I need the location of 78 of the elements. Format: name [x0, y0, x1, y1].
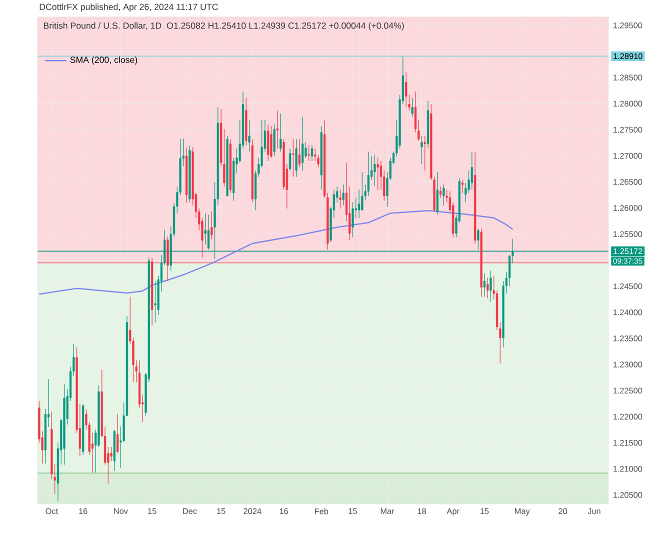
candlestick [405, 72, 408, 108]
y-tick-label: 1.26500 [613, 178, 642, 185]
x-tick-label: Jun [588, 508, 600, 514]
candlestick [352, 202, 354, 238]
candlestick [470, 151, 473, 190]
text: DCottlrFX published, Apr 26, 2024 11:17 UTC [40, 3, 218, 12]
x-tick-label: 16 [79, 508, 88, 514]
ref-line-label: 1.28910 [614, 53, 642, 59]
x-tick-label: 16 [280, 508, 288, 514]
candlestick [310, 144, 314, 162]
y-tick-label: 1.22000 [613, 414, 642, 420]
candlestick [270, 126, 272, 158]
candlestick [339, 189, 342, 209]
x-tick-label: 2024 [244, 508, 262, 514]
candlestick [358, 189, 360, 218]
legend-label: SMA (200, close) [70, 56, 138, 64]
x-tick-label: 15 [217, 508, 226, 514]
candlestick [440, 186, 442, 198]
y-tick-label: 1.28000 [613, 100, 642, 106]
text: British Pound / U.S. Dollar, 1D [44, 22, 162, 30]
x-tick-label: 15 [348, 508, 357, 514]
y-tick-label: 1.23500 [613, 335, 642, 342]
candlestick [273, 124, 276, 156]
ref-line-label: 1.25172 [614, 248, 642, 254]
candlestick [442, 184, 445, 206]
x-tick-label: Feb [315, 508, 328, 514]
candlestick [276, 110, 279, 149]
candlestick [342, 184, 344, 206]
candlestick [420, 135, 423, 164]
x-tick-label: 15 [480, 508, 489, 514]
x-tick-label: Mar [380, 508, 394, 514]
candlestick [436, 171, 439, 215]
candlestick [116, 414, 119, 454]
candlestick [461, 179, 464, 193]
y-tick-label: 1.27500 [613, 126, 642, 132]
candlestick [302, 116, 304, 171]
x-tick-label: Oct [46, 508, 58, 514]
candlestick [292, 138, 294, 177]
x-tick-label: 20 [558, 508, 568, 514]
x-tick-label: 15 [148, 508, 156, 514]
x-tick-label: May [515, 508, 530, 516]
candlestick [210, 211, 213, 240]
text: O1.25082 H1.25410 L1.24939 C1.25172 +0.00044 (+0.04%) [166, 22, 404, 30]
y-tick-label: 1.20500 [613, 492, 642, 498]
candlestick [295, 138, 298, 177]
y-tick-label: 1.21500 [613, 440, 642, 446]
y-tick-label: 1.28500 [613, 74, 642, 80]
candlestick [490, 270, 492, 302]
y-tick-label: 1.21000 [613, 466, 642, 472]
x-tick-label: 18 [418, 508, 426, 514]
candlestick [367, 151, 370, 196]
candlestick [308, 144, 310, 162]
candlestick [204, 212, 206, 245]
candlestick [154, 280, 156, 322]
candlestick [110, 446, 112, 462]
candlestick [298, 138, 301, 168]
candlestick [486, 277, 489, 298]
y-tick-label: 1.22500 [613, 387, 642, 394]
candlestick [248, 119, 250, 152]
candlestick [376, 157, 379, 190]
y-tick-label: 1.27000 [613, 152, 642, 158]
x-tick-label: Apr [446, 508, 460, 516]
x-tick-label: Nov [114, 508, 128, 514]
y-tick-label: 1.25500 [613, 230, 642, 237]
y-tick-label: 1.29500 [613, 22, 642, 28]
candlestick [411, 97, 414, 117]
candlestick [483, 272, 486, 297]
y-tick-label: 1.24000 [613, 309, 642, 316]
y-tick-label: 1.23000 [613, 361, 642, 368]
candlestick [288, 148, 292, 171]
candlestick [374, 154, 376, 186]
x-tick-label: Dec [183, 508, 197, 514]
candlestick [424, 135, 426, 171]
candlestick [280, 113, 282, 152]
candlestick [267, 124, 270, 162]
y-tick-label: 1.26000 [613, 204, 642, 211]
y-tick-label: 1.24500 [613, 283, 642, 289]
line-series [38, 210, 514, 294]
